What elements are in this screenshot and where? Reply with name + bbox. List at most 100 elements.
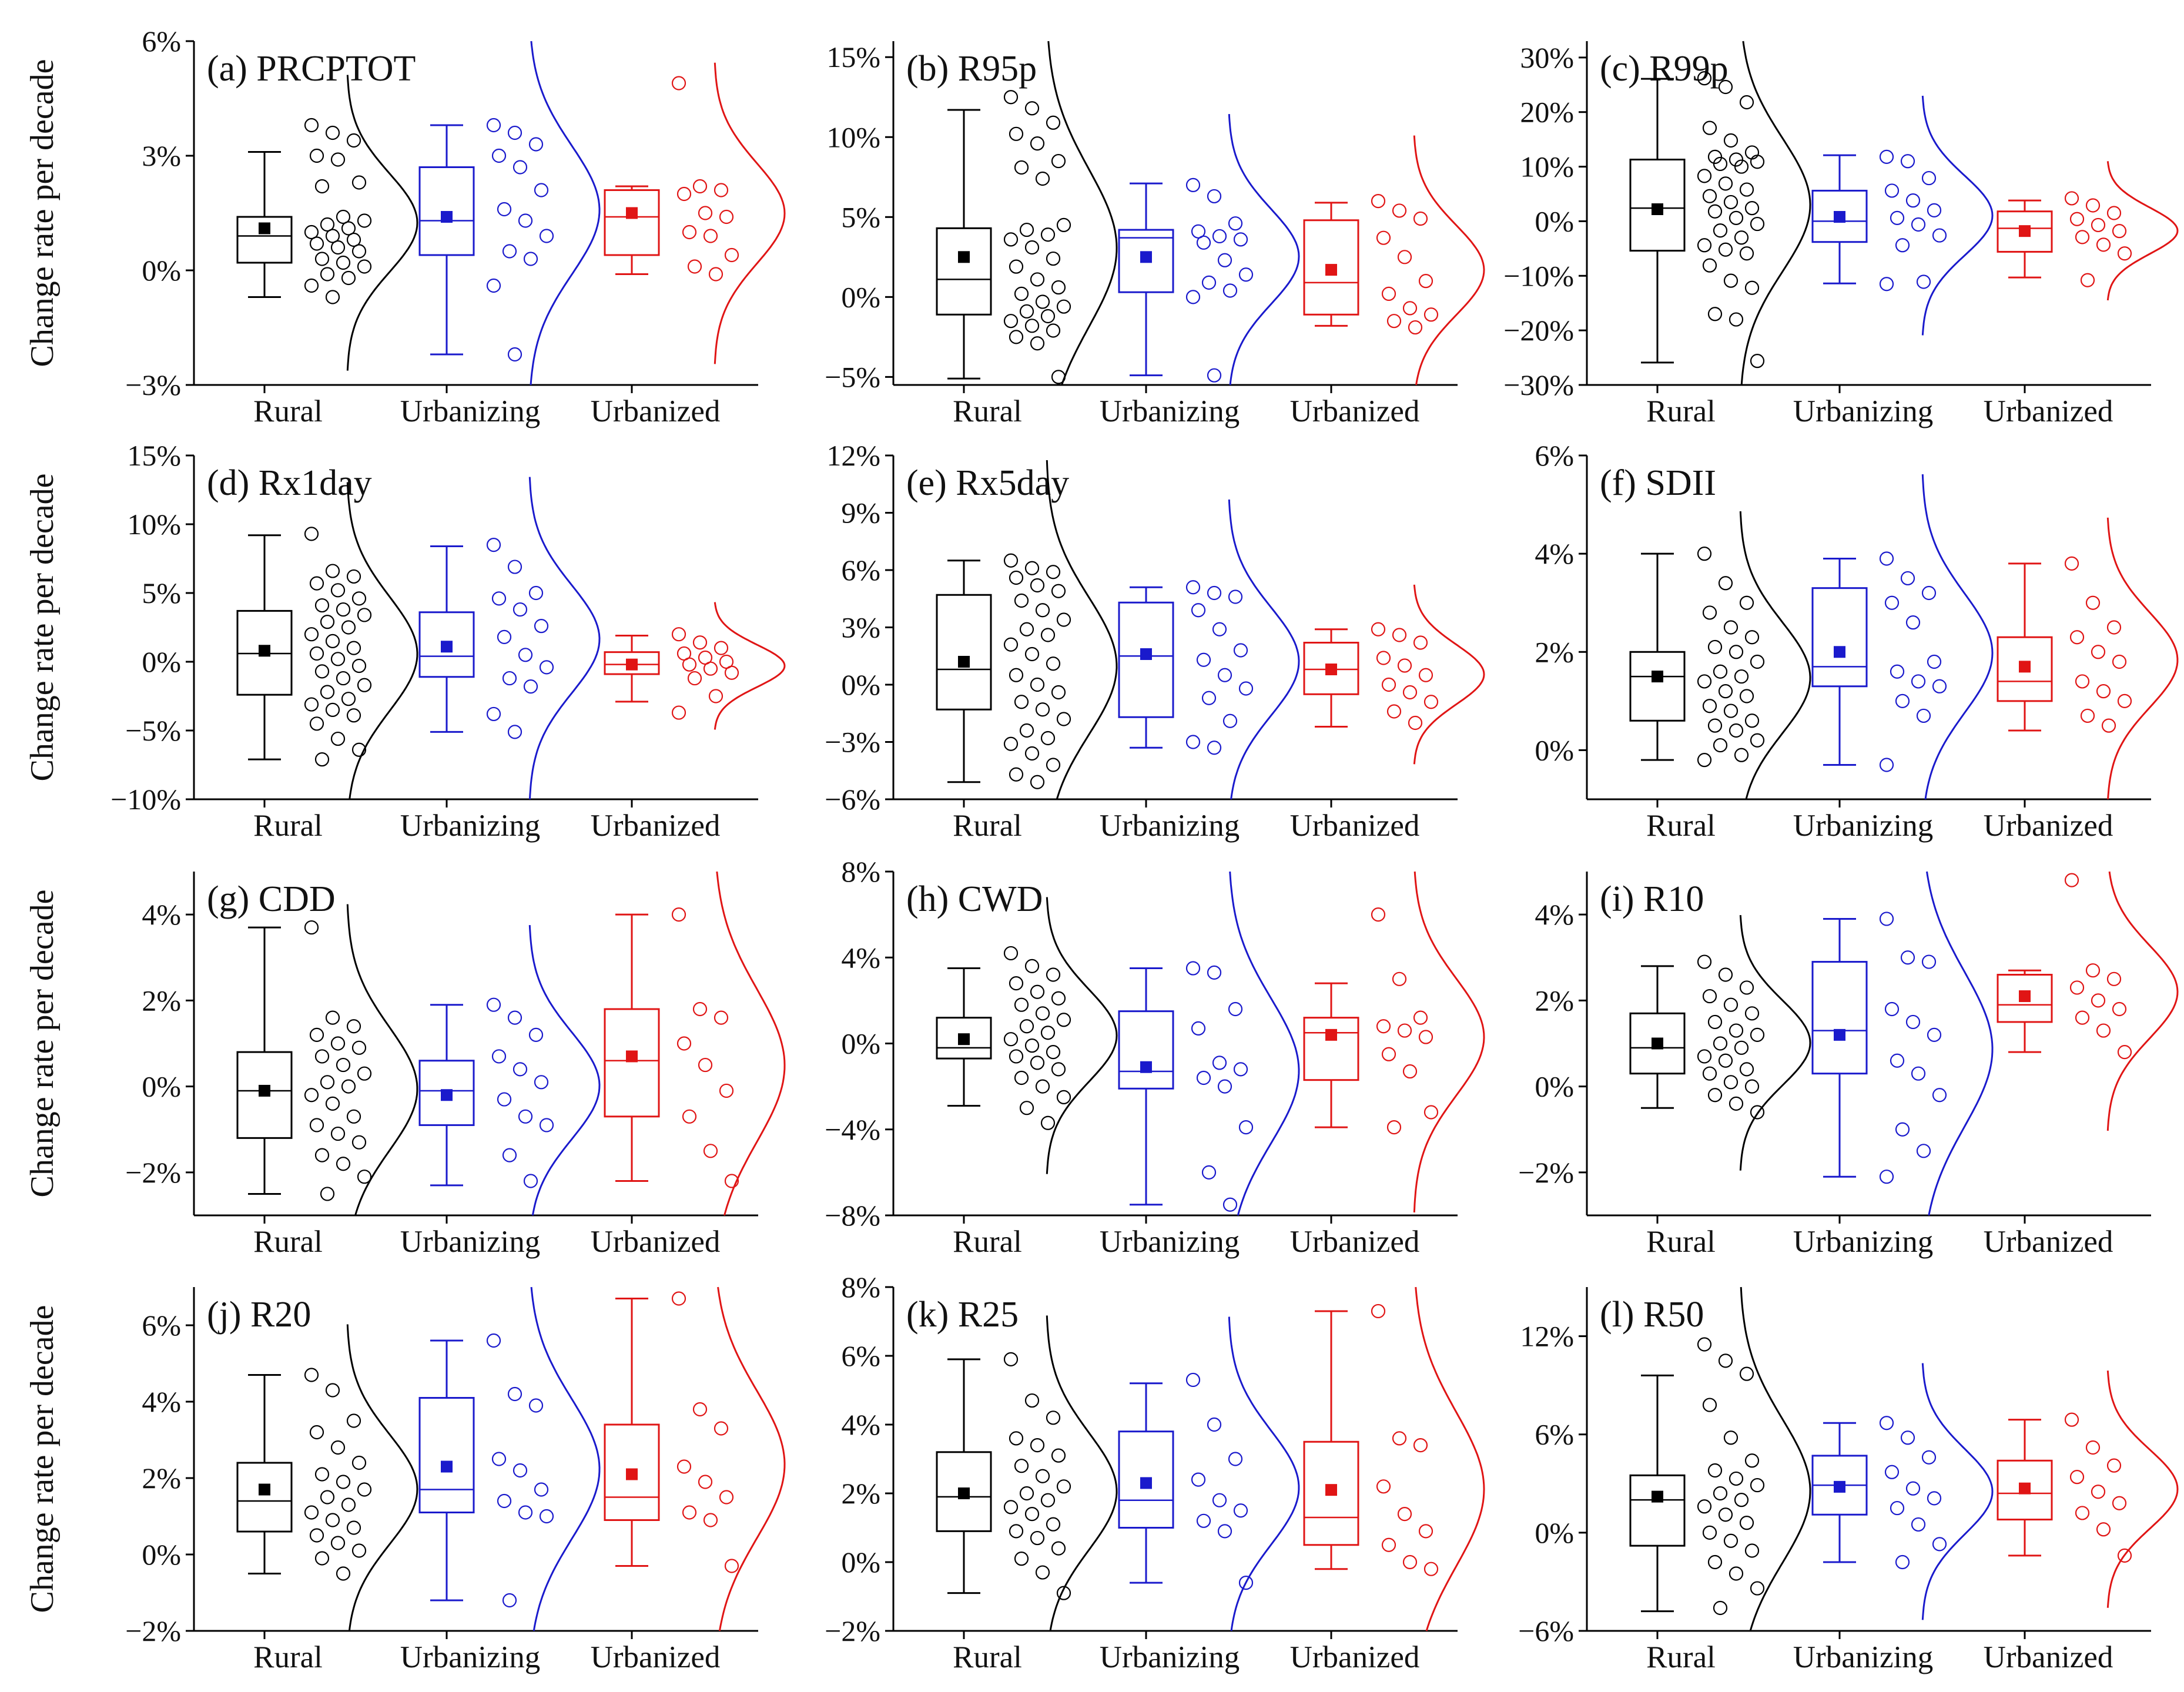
data-point [2117, 246, 2132, 261]
points-rural [1003, 553, 1071, 789]
x-tick-label: Rural [1646, 1640, 1716, 1674]
points-urbanized [2064, 873, 2132, 1060]
data-point [2112, 654, 2127, 669]
data-point [1697, 238, 1712, 253]
data-point [314, 598, 330, 613]
points-urbanized [1371, 622, 1439, 731]
data-point [351, 1040, 367, 1055]
data-point [1056, 1586, 1071, 1600]
data-point [486, 537, 501, 552]
data-point [1024, 746, 1040, 761]
data-point [336, 1057, 351, 1073]
data-point [330, 240, 346, 255]
data-point [2096, 237, 2111, 252]
data-point [1191, 1472, 1206, 1487]
iqr-box [1997, 1459, 2053, 1521]
box-urbanizing [1118, 1382, 1174, 1584]
data-point [325, 1383, 340, 1398]
box-urbanized [1997, 199, 2053, 279]
box-urbanizing [418, 545, 475, 733]
panel-11: −2% 0% 2% 4% 6% 8% Rural Urbanizing Urbanized (k)… [825, 1271, 1485, 1674]
y-tick-label: −10% [110, 783, 181, 816]
data-point [1397, 1507, 1412, 1522]
data-point [1739, 182, 1754, 197]
iqr-box [1303, 1440, 1359, 1546]
data-point [314, 752, 330, 767]
data-point [512, 1463, 528, 1478]
iqr-box [1997, 636, 2053, 702]
y-tick-label: 0% [841, 668, 880, 701]
data-point [309, 1528, 324, 1543]
data-point [2117, 693, 2132, 708]
mean-marker [626, 1468, 638, 1480]
data-point [309, 646, 324, 661]
data-point [1734, 669, 1749, 684]
data-point [1233, 1503, 1248, 1518]
data-point [539, 1509, 554, 1524]
data-point [1739, 689, 1754, 703]
data-point [309, 236, 324, 251]
data-point [1884, 183, 1900, 198]
data-point [341, 221, 356, 236]
data-point [1900, 950, 1915, 965]
data-point [330, 1036, 346, 1051]
data-point [703, 229, 718, 243]
data-point [486, 997, 501, 1012]
x-tick-label: Urbanized [1290, 1640, 1420, 1674]
data-point [1900, 154, 1915, 169]
y-axis-label: Change rate per decade [24, 1305, 61, 1613]
density-curve [346, 1324, 418, 1631]
data-point [1238, 681, 1254, 696]
y-tick-label: 4% [142, 1385, 181, 1418]
x-tick-label: Urbanized [591, 809, 721, 843]
data-point [719, 1083, 734, 1098]
data-point [507, 1386, 522, 1402]
data-point [304, 1368, 319, 1382]
data-point [1890, 664, 1905, 679]
data-point [1024, 1507, 1040, 1522]
data-point [1212, 229, 1227, 244]
data-point [724, 665, 739, 680]
data-point [1040, 628, 1056, 642]
data-point [1750, 733, 1765, 748]
density-curve [2106, 871, 2179, 1131]
y-tick-label: 0% [142, 1538, 181, 1571]
data-point [1040, 731, 1056, 746]
data-point [1014, 1070, 1029, 1085]
data-point [1222, 283, 1238, 298]
data-point [1905, 1014, 1921, 1030]
data-point [1739, 980, 1754, 995]
data-point [1718, 1053, 1733, 1068]
data-point [692, 635, 708, 650]
panel-4: −10% −5% 0% 5% 10% 15% Rural Urbanizing Urbanize… [24, 439, 786, 843]
data-point [2106, 971, 2122, 986]
data-point [1030, 677, 1045, 692]
y-tick-label: 5% [841, 200, 880, 233]
x-tick-label: Urbanized [1984, 1225, 2113, 1259]
data-point [1702, 258, 1717, 273]
data-point [1418, 274, 1433, 289]
x-tick-label: Rural [1646, 1225, 1716, 1259]
data-point [539, 229, 554, 243]
data-point [1916, 1144, 1931, 1158]
box-urbanizing [1811, 154, 1868, 284]
y-tick-label: 4% [841, 1408, 880, 1441]
data-point [1051, 1062, 1066, 1077]
data-point [325, 125, 340, 140]
data-point [682, 1505, 697, 1520]
data-point [1739, 595, 1754, 610]
data-point [325, 229, 340, 243]
data-point [1707, 718, 1723, 733]
data-point [2069, 980, 2085, 995]
data-point [1207, 965, 1222, 980]
data-point [491, 1049, 507, 1064]
x-tick-label: Urbanized [591, 1225, 721, 1259]
data-point [1228, 1452, 1243, 1466]
x-tick-label: Rural [953, 809, 1022, 843]
y-tick-label: 3% [142, 139, 181, 172]
data-point [1056, 217, 1071, 233]
data-point [304, 1088, 319, 1103]
data-point [2064, 1412, 2079, 1427]
data-point [1713, 1486, 1728, 1501]
data-point [1744, 1453, 1760, 1468]
